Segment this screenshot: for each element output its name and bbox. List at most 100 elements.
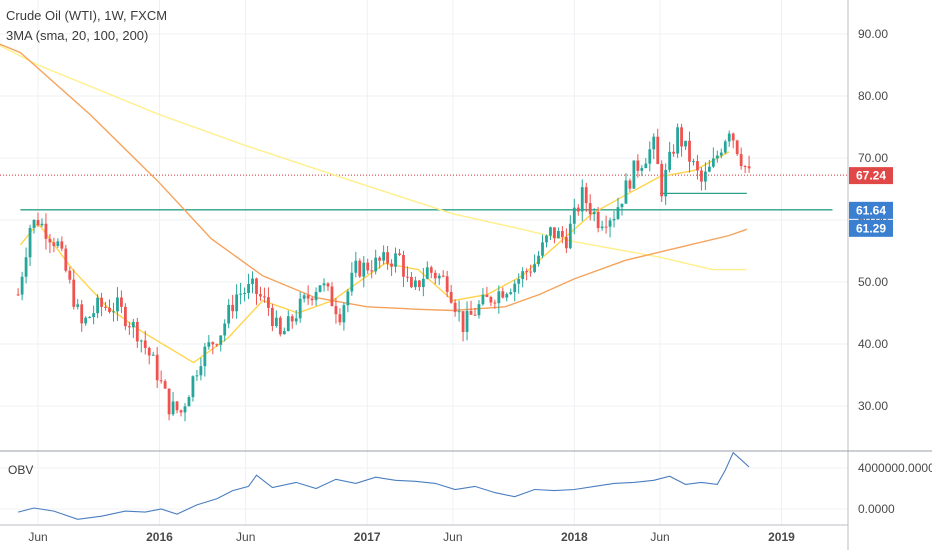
candle[interactable]	[743, 165, 747, 174]
candle[interactable]	[362, 256, 366, 288]
candle[interactable]	[481, 288, 485, 306]
candle[interactable]	[235, 284, 239, 319]
candle[interactable]	[219, 335, 223, 352]
candle[interactable]	[485, 286, 489, 298]
candle[interactable]	[52, 237, 56, 253]
candle[interactable]	[560, 226, 564, 244]
candle[interactable]	[429, 265, 433, 279]
candle[interactable]	[112, 302, 115, 322]
candle[interactable]	[44, 213, 48, 250]
candle[interactable]	[16, 288, 20, 296]
candle[interactable]	[501, 287, 505, 299]
price-axis[interactable]: 90.0080.0070.0060.0050.0040.0030.0040000…	[858, 27, 932, 516]
candle[interactable]	[108, 299, 111, 314]
candle[interactable]	[457, 300, 461, 322]
candle[interactable]	[40, 218, 44, 228]
candle[interactable]	[660, 160, 664, 202]
candle[interactable]	[453, 299, 457, 317]
candle[interactable]	[350, 262, 354, 296]
candle[interactable]	[600, 220, 604, 231]
candle[interactable]	[84, 316, 88, 326]
candle[interactable]	[465, 301, 469, 341]
candle[interactable]	[576, 204, 580, 216]
candle[interactable]	[604, 215, 608, 234]
candle[interactable]	[203, 342, 207, 377]
candle[interactable]	[179, 409, 183, 417]
candle[interactable]	[711, 147, 715, 168]
candle[interactable]	[195, 369, 199, 381]
candle[interactable]	[425, 261, 429, 280]
candle[interactable]	[135, 317, 139, 348]
candle[interactable]	[616, 197, 620, 221]
candle[interactable]	[243, 287, 246, 302]
candle[interactable]	[267, 287, 270, 316]
candle[interactable]	[541, 234, 544, 258]
candle[interactable]	[588, 194, 592, 221]
support-lines[interactable]	[0, 174, 848, 211]
candle[interactable]	[330, 282, 334, 307]
candle[interactable]	[477, 300, 481, 319]
candle[interactable]	[421, 267, 425, 297]
candle[interactable]	[139, 339, 143, 353]
candle[interactable]	[509, 288, 513, 296]
candle[interactable]	[624, 173, 628, 204]
candle[interactable]	[386, 245, 389, 270]
candle[interactable]	[374, 249, 378, 275]
candle[interactable]	[183, 403, 187, 422]
candle[interactable]	[338, 308, 342, 326]
candle[interactable]	[449, 285, 453, 304]
candle[interactable]	[652, 133, 656, 160]
candle[interactable]	[692, 158, 695, 166]
candle[interactable]	[632, 160, 636, 189]
candle[interactable]	[473, 307, 477, 316]
candle[interactable]	[608, 217, 612, 238]
candle[interactable]	[557, 227, 560, 239]
candle[interactable]	[644, 158, 648, 169]
time-axis[interactable]: Jun 2016 Jun 2017 Jun 2018 Jun 2019	[28, 530, 795, 544]
candle[interactable]	[719, 148, 723, 159]
candle[interactable]	[378, 256, 382, 269]
candle[interactable]	[584, 182, 588, 212]
candle[interactable]	[398, 249, 401, 256]
candle[interactable]	[413, 276, 417, 290]
candle[interactable]	[684, 140, 687, 150]
obv-legend[interactable]: OBV	[8, 463, 34, 477]
candle[interactable]	[286, 310, 290, 332]
candle[interactable]	[322, 278, 326, 292]
candle[interactable]	[664, 163, 668, 205]
candle[interactable]	[564, 228, 568, 253]
candle[interactable]	[537, 251, 540, 267]
candle[interactable]	[461, 311, 465, 342]
candle[interactable]	[159, 370, 163, 384]
candle[interactable]	[676, 123, 679, 158]
candle[interactable]	[294, 310, 298, 325]
candle[interactable]	[433, 270, 437, 285]
candle[interactable]	[163, 379, 167, 390]
candle[interactable]	[517, 273, 521, 294]
candle[interactable]	[20, 271, 24, 301]
candle[interactable]	[592, 208, 596, 222]
candle[interactable]	[263, 287, 266, 303]
candle[interactable]	[358, 258, 362, 279]
candle[interactable]	[656, 128, 660, 165]
candle[interactable]	[96, 294, 99, 319]
candle[interactable]	[680, 123, 683, 157]
candle[interactable]	[521, 267, 525, 288]
candle[interactable]	[187, 395, 191, 407]
candle[interactable]	[469, 300, 473, 315]
candle[interactable]	[326, 282, 330, 291]
chart-title[interactable]: Crude Oil (WTI), 1W, FXCM	[6, 8, 168, 23]
candle[interactable]	[568, 215, 572, 250]
candle[interactable]	[620, 203, 624, 216]
candle[interactable]	[147, 346, 151, 365]
candle[interactable]	[215, 343, 219, 347]
candle[interactable]	[56, 238, 60, 248]
candle[interactable]	[48, 233, 52, 254]
candle[interactable]	[445, 270, 449, 298]
candle[interactable]	[668, 141, 672, 173]
candle[interactable]	[406, 266, 409, 282]
candle[interactable]	[318, 285, 322, 293]
candle[interactable]	[68, 266, 72, 284]
candle[interactable]	[572, 198, 576, 235]
candle[interactable]	[640, 165, 644, 177]
